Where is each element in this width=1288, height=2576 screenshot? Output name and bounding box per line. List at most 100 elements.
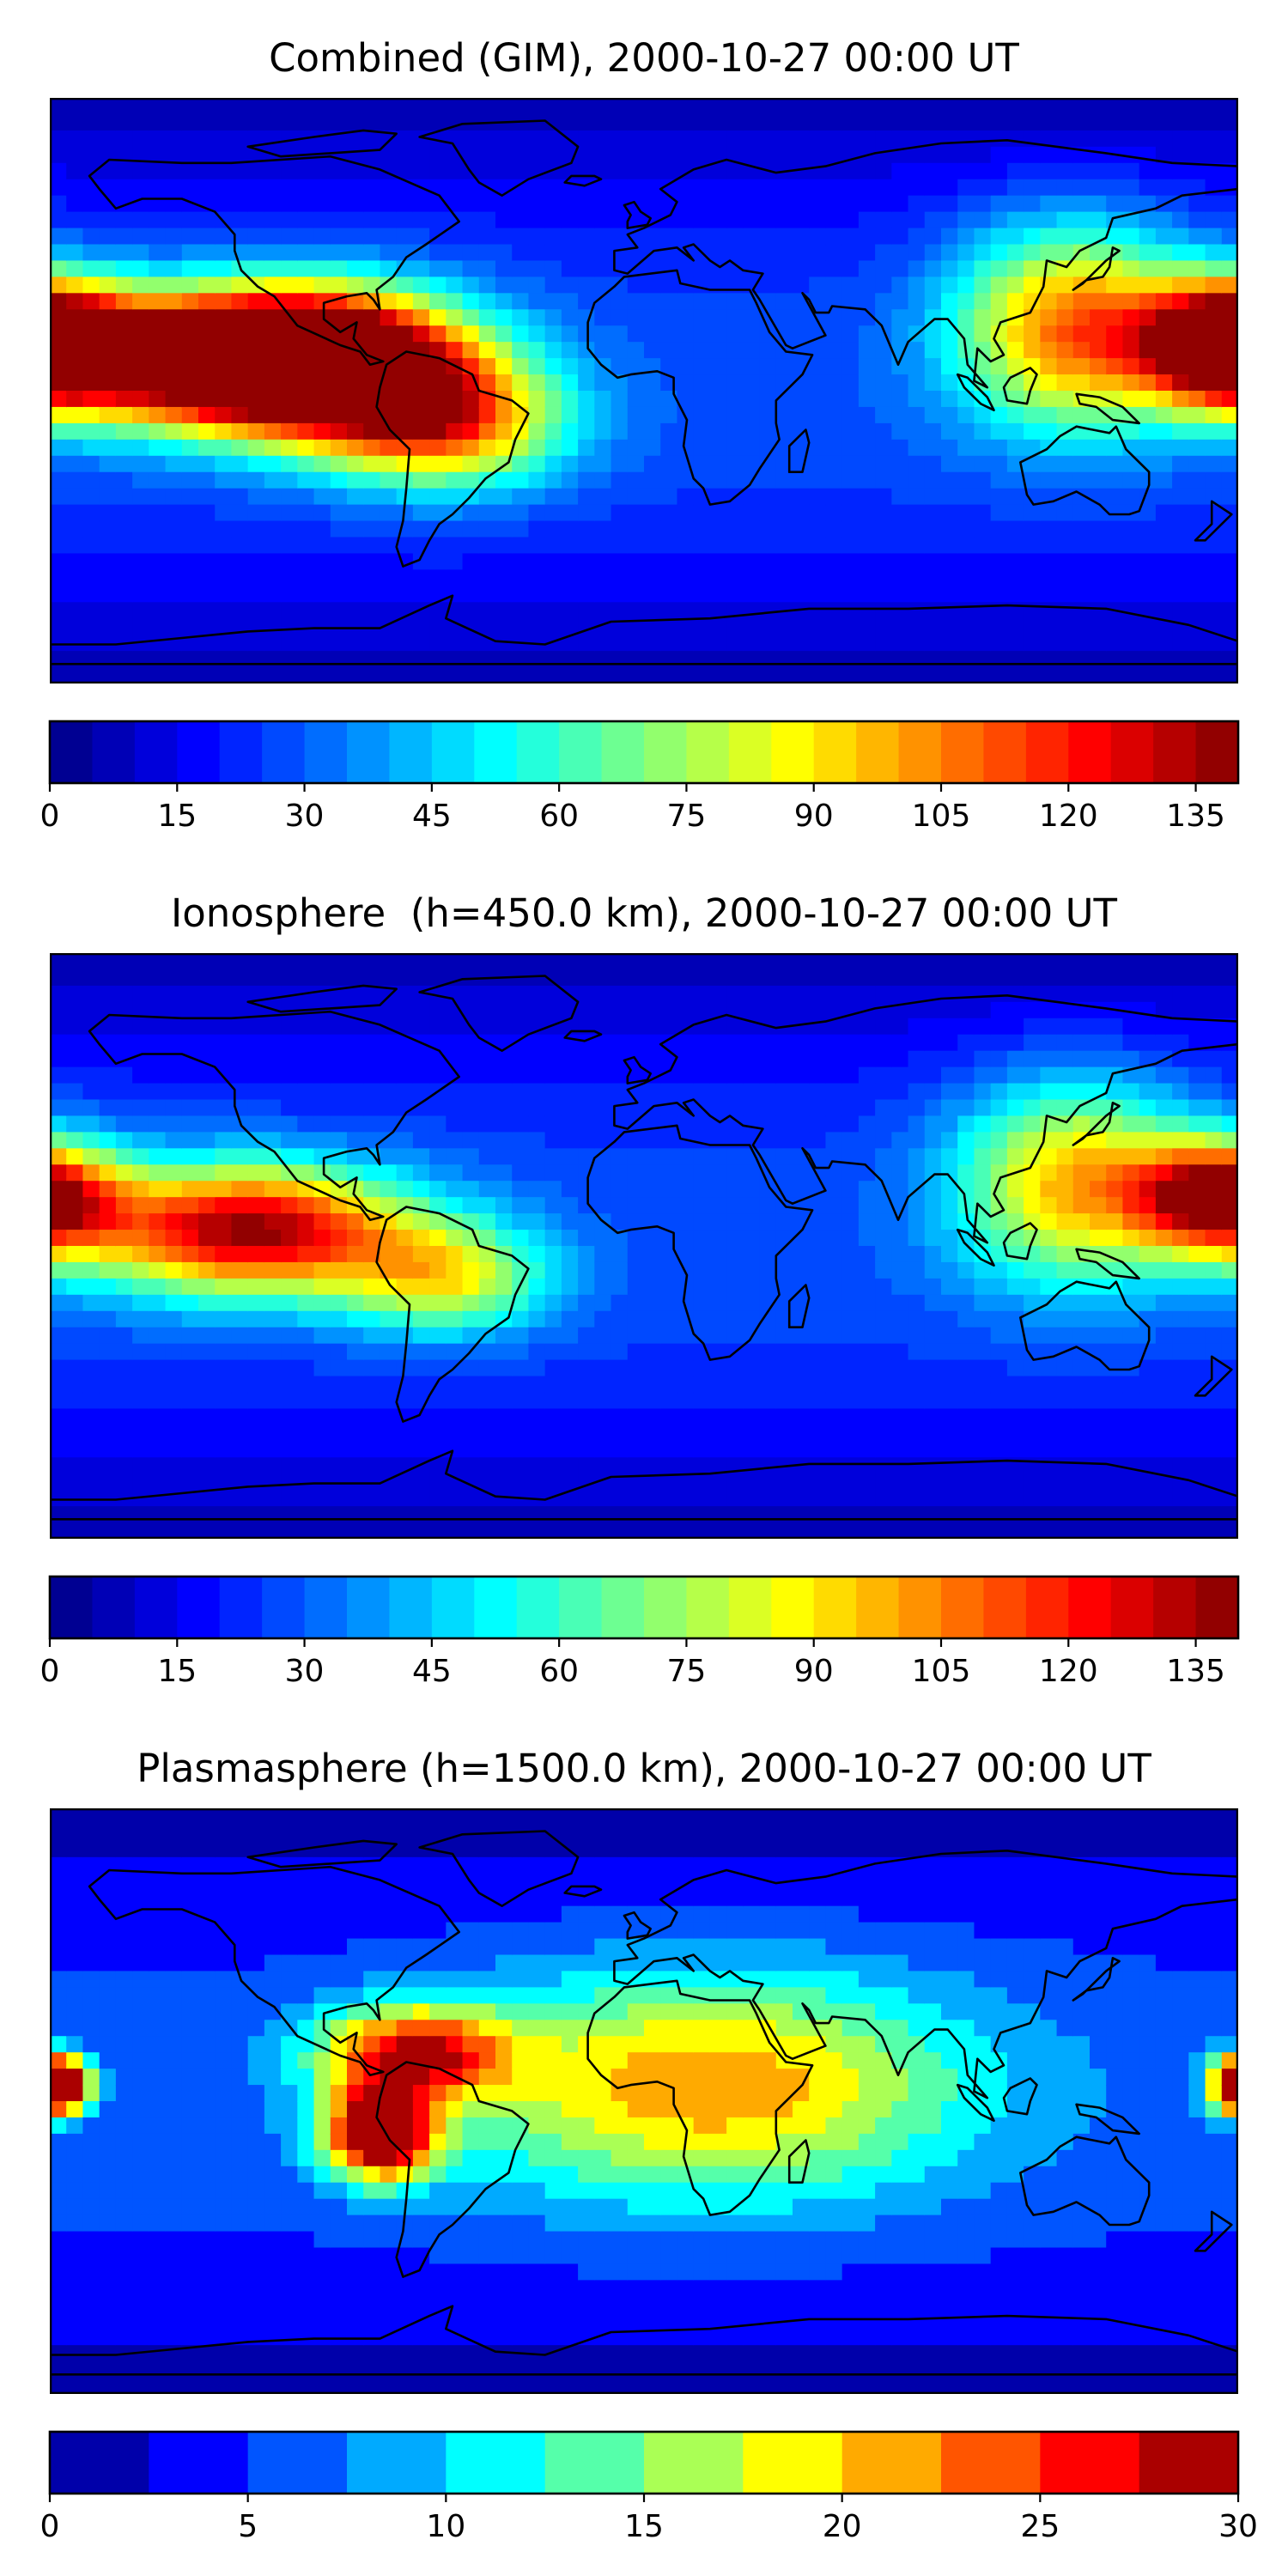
heatmap-cell: [1006, 1115, 1024, 1133]
heatmap-cell: [908, 1310, 926, 1328]
heatmap-cell: [50, 1506, 68, 1523]
heatmap-cell: [1072, 1213, 1091, 1230]
heatmap-cell: [677, 1001, 695, 1019]
heatmap-cell: [908, 1099, 926, 1117]
heatmap-cell: [578, 1359, 596, 1377]
heatmap-cell: [644, 602, 662, 620]
heatmap-cell: [330, 1408, 348, 1426]
heatmap-cell: [495, 293, 513, 311]
heatmap-cell: [644, 406, 662, 424]
heatmap-cell: [825, 1457, 843, 1475]
heatmap-cell: [478, 985, 496, 1003]
heatmap-cell: [759, 1490, 777, 1507]
heatmap-cell: [611, 1490, 629, 1507]
heatmap-cell: [313, 179, 331, 197]
heatmap-cell: [957, 1066, 975, 1084]
heatmap-cell: [66, 1490, 84, 1507]
heatmap-cell: [809, 1425, 827, 1443]
heatmap-cell: [1155, 520, 1173, 538]
heatmap-cell: [1056, 1050, 1074, 1068]
heatmap-cell: [924, 1278, 942, 1296]
heatmap-cell: [858, 211, 876, 229]
heatmap-cell: [1056, 276, 1074, 295]
heatmap-cell: [231, 1018, 249, 1036]
heatmap-cell: [264, 244, 282, 262]
heatmap-cell: [429, 342, 447, 359]
heatmap-cell: [1072, 211, 1091, 229]
heatmap-cell: [660, 406, 678, 424]
heatmap-cell: [709, 1181, 727, 1198]
heatmap-cell: [1006, 1376, 1024, 1394]
heatmap-cell: [611, 953, 629, 970]
heatmap-cell: [1122, 569, 1140, 587]
heatmap-cell: [578, 1001, 596, 1019]
heatmap-cell: [858, 667, 876, 683]
heatmap-cell: [611, 391, 629, 408]
heatmap-cell: [875, 1425, 893, 1443]
heatmap-cell: [1139, 569, 1157, 587]
heatmap-cell: [858, 1278, 876, 1296]
heatmap-cell: [512, 1294, 530, 1312]
heatmap-cell: [149, 422, 167, 440]
heatmap-cell: [478, 602, 496, 620]
heatmap-cell: [132, 488, 150, 506]
heatmap-cell: [693, 1441, 711, 1459]
heatmap-cell: [66, 1083, 84, 1101]
heatmap-cell: [594, 211, 612, 229]
heatmap-cell: [1056, 1132, 1074, 1150]
heatmap-cell: [247, 586, 265, 604]
heatmap-cell: [313, 1392, 331, 1410]
heatmap-cell: [297, 635, 315, 652]
heatmap-cell: [809, 244, 827, 262]
heatmap-cell: [149, 635, 167, 652]
heatmap-cell: [380, 113, 398, 131]
heatmap-cell: [380, 1197, 398, 1214]
heatmap-cell: [957, 1359, 975, 1377]
heatmap-cell: [941, 602, 959, 620]
heatmap-cell: [891, 953, 909, 970]
heatmap-cell: [875, 569, 893, 587]
heatmap-cell: [181, 406, 199, 424]
heatmap-cell: [611, 1425, 629, 1443]
heatmap-cell: [924, 1408, 942, 1426]
heatmap-cell: [1122, 276, 1140, 295]
heatmap-cell: [528, 211, 546, 229]
heatmap-cell: [347, 1343, 365, 1361]
heatmap-cell: [875, 1278, 893, 1296]
heatmap-cell: [99, 553, 117, 571]
heatmap-cell: [611, 113, 629, 131]
heatmap-cell: [627, 1457, 645, 1475]
heatmap-cell: [446, 1034, 464, 1052]
heatmap-cell: [941, 569, 959, 587]
heatmap-cell: [412, 1522, 430, 1539]
heatmap-cell: [462, 586, 480, 604]
heatmap-cell: [561, 211, 579, 229]
heatmap-cell: [693, 471, 711, 489]
heatmap-cell: [841, 1294, 860, 1312]
heatmap-cell: [478, 1099, 496, 1117]
heatmap-cell: [841, 1018, 860, 1036]
heatmap-cell: [693, 1457, 711, 1475]
heatmap-cell: [412, 1343, 430, 1361]
heatmap-cell: [759, 537, 777, 555]
heatmap-cell: [627, 1197, 645, 1214]
heatmap-cell: [412, 374, 430, 392]
heatmap-cell: [841, 1408, 860, 1426]
heatmap-cell: [924, 969, 942, 987]
heatmap-cell: [446, 391, 464, 408]
heatmap-cell: [743, 969, 761, 987]
heatmap-cell: [215, 1018, 233, 1036]
heatmap-cell: [1056, 1327, 1074, 1345]
heatmap-cell: [313, 471, 331, 489]
heatmap-cell: [759, 1392, 777, 1410]
heatmap-cell: [215, 406, 233, 424]
heatmap-cell: [726, 1197, 744, 1214]
heatmap-cell: [380, 146, 398, 164]
heatmap-cell: [924, 325, 942, 343]
heatmap-cell: [709, 455, 727, 473]
heatmap-cell: [82, 1132, 100, 1150]
heatmap-cell: [627, 1490, 645, 1507]
heatmap-cell: [743, 553, 761, 571]
heatmap-cell: [1139, 358, 1157, 375]
heatmap-cell: [693, 488, 711, 506]
